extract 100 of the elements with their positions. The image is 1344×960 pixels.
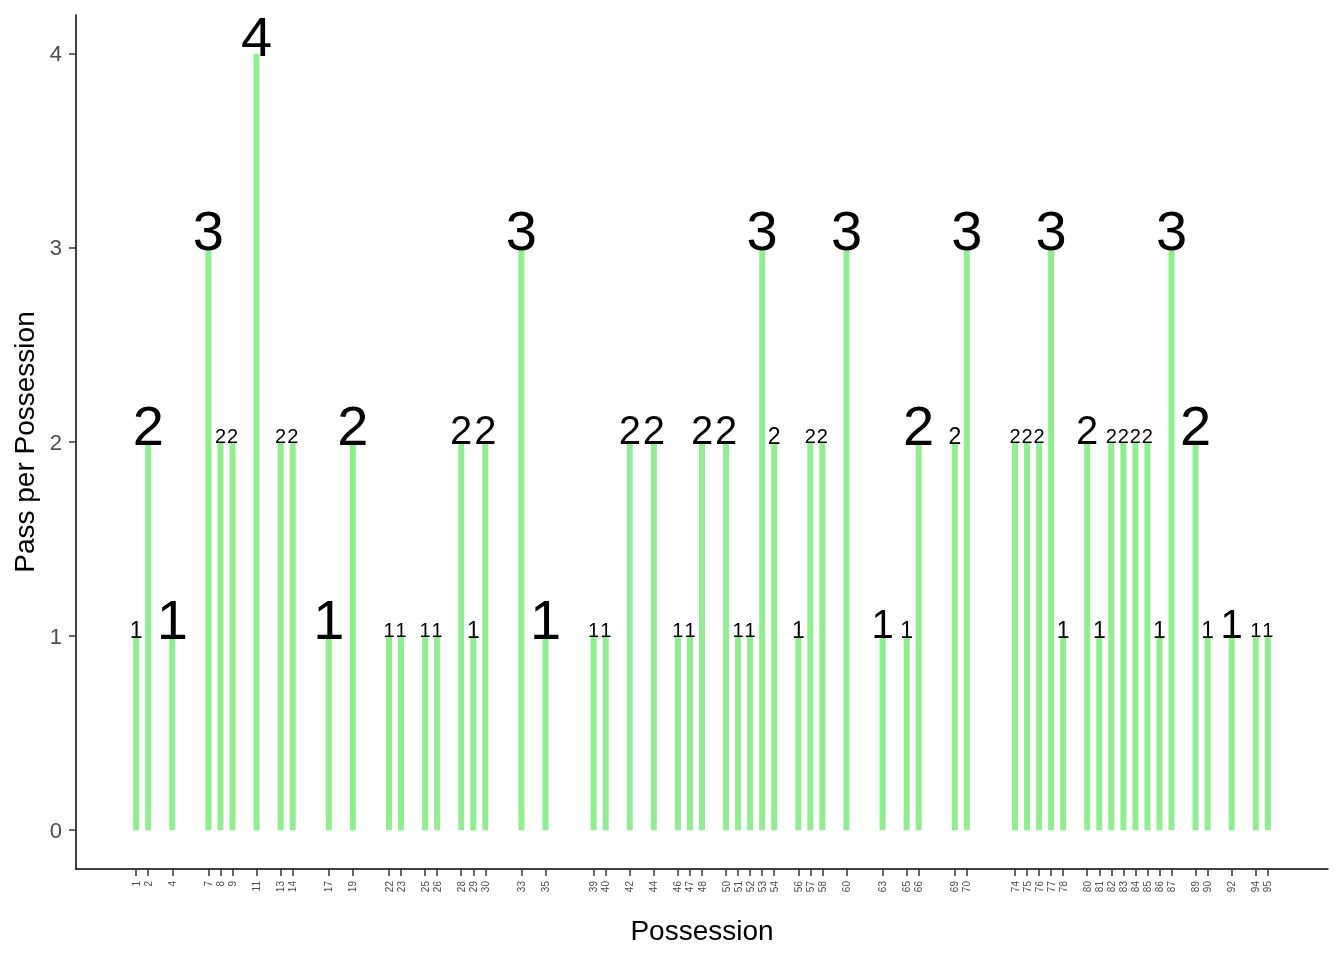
data-label: 1 bbox=[313, 587, 345, 651]
data-label: 2 bbox=[1105, 425, 1117, 447]
x-tick-label: 81 bbox=[1093, 880, 1105, 893]
data-label: 3 bbox=[505, 199, 537, 263]
data-label: 1 bbox=[744, 619, 756, 642]
y-tick-label: 2 bbox=[49, 429, 62, 455]
data-label: 1 bbox=[383, 619, 395, 642]
bar bbox=[650, 442, 657, 831]
data-label: 1 bbox=[1201, 616, 1215, 643]
data-label: 1 bbox=[900, 616, 914, 643]
data-label: 2 bbox=[816, 425, 828, 447]
bar bbox=[1096, 636, 1103, 831]
x-tick-label: 23 bbox=[395, 880, 407, 893]
data-label: 1 bbox=[419, 619, 431, 642]
bar bbox=[903, 636, 910, 831]
bar bbox=[386, 636, 392, 831]
data-label: 2 bbox=[226, 425, 239, 447]
data-label: 3 bbox=[1155, 199, 1188, 263]
data-label: 2 bbox=[767, 422, 781, 449]
x-tick-label: 90 bbox=[1202, 880, 1214, 893]
data-label: 3 bbox=[1035, 199, 1067, 263]
x-tick-label: 14 bbox=[287, 880, 299, 893]
data-label: 2 bbox=[132, 393, 164, 457]
x-tick-label: 13 bbox=[275, 880, 287, 893]
x-tick-label: 92 bbox=[1226, 880, 1238, 893]
data-label: 2 bbox=[474, 408, 497, 452]
data-label: 1 bbox=[588, 619, 600, 642]
y-tick-label: 1 bbox=[49, 623, 62, 649]
bar bbox=[1036, 442, 1043, 831]
data-label: 3 bbox=[830, 199, 863, 263]
bar bbox=[951, 442, 958, 831]
data-label: 1 bbox=[529, 587, 562, 651]
bar bbox=[1012, 442, 1018, 831]
x-tick-label: 29 bbox=[467, 880, 479, 893]
x-tick-label: 1 bbox=[130, 880, 142, 887]
x-tick-label: 2 bbox=[142, 880, 154, 887]
bar bbox=[819, 442, 826, 831]
bar bbox=[674, 636, 681, 831]
bar bbox=[398, 636, 405, 831]
y-tick-label: 3 bbox=[49, 235, 62, 261]
data-label: 1 bbox=[1153, 616, 1166, 643]
data-label: 2 bbox=[714, 408, 738, 452]
data-label: 1 bbox=[732, 619, 744, 642]
data-label: 1 bbox=[672, 619, 684, 642]
x-tick-label: 84 bbox=[1129, 880, 1141, 893]
x-tick-label: 25 bbox=[419, 880, 431, 893]
bar bbox=[1084, 442, 1091, 831]
bar bbox=[602, 636, 609, 831]
data-label: 2 bbox=[618, 408, 641, 452]
data-label: 2 bbox=[275, 425, 287, 447]
bar bbox=[133, 636, 140, 831]
x-tick-label: 42 bbox=[624, 880, 636, 893]
data-label: 2 bbox=[1076, 408, 1099, 452]
bar bbox=[470, 636, 477, 831]
data-label: 2 bbox=[287, 425, 299, 447]
data-label: 2 bbox=[690, 408, 714, 452]
data-label: 2 bbox=[1180, 393, 1212, 457]
bar bbox=[879, 636, 886, 831]
bar bbox=[1252, 636, 1259, 831]
data-label: 2 bbox=[1117, 425, 1129, 447]
bar bbox=[626, 442, 633, 831]
data-label: 2 bbox=[214, 425, 227, 447]
x-tick-label: 69 bbox=[949, 880, 961, 893]
x-tick-label: 58 bbox=[816, 880, 828, 893]
data-label: 2 bbox=[1141, 425, 1153, 447]
data-label: 2 bbox=[804, 425, 816, 447]
x-tick-label: 78 bbox=[1057, 880, 1069, 893]
x-tick-label: 19 bbox=[347, 880, 359, 893]
bar bbox=[1132, 442, 1139, 831]
data-label: 1 bbox=[791, 616, 805, 643]
bar bbox=[590, 636, 597, 831]
x-tick-label: 50 bbox=[720, 880, 732, 893]
x-tick-label: 11 bbox=[251, 880, 263, 892]
bar bbox=[229, 442, 236, 831]
bar bbox=[434, 636, 441, 831]
data-label: 1 bbox=[1220, 602, 1243, 647]
x-tick-label: 46 bbox=[672, 880, 684, 893]
x-tick-label: 85 bbox=[1141, 880, 1153, 893]
x-tick-label: 28 bbox=[455, 880, 467, 893]
data-label: 1 bbox=[431, 619, 443, 642]
bar bbox=[422, 636, 429, 831]
x-tick-label: 47 bbox=[684, 880, 696, 893]
data-label: 1 bbox=[684, 619, 696, 642]
bar bbox=[1204, 636, 1211, 831]
bar bbox=[277, 442, 284, 831]
x-tick-label: 53 bbox=[756, 880, 768, 893]
data-label: 2 bbox=[1033, 425, 1045, 447]
bar bbox=[735, 636, 742, 831]
x-tick-label: 54 bbox=[768, 880, 780, 893]
x-tick-label: 22 bbox=[383, 880, 395, 893]
data-label: 2 bbox=[1021, 425, 1033, 447]
bar bbox=[771, 442, 778, 831]
x-tick-label: 82 bbox=[1105, 880, 1117, 893]
data-label: 2 bbox=[1129, 425, 1141, 447]
x-tick-label: 87 bbox=[1166, 880, 1177, 893]
x-tick-label: 39 bbox=[588, 880, 600, 893]
x-tick-label: 63 bbox=[877, 880, 889, 893]
x-tick-label: 74 bbox=[1009, 880, 1021, 893]
x-tick-label: 57 bbox=[804, 880, 816, 893]
bar bbox=[1024, 442, 1031, 831]
